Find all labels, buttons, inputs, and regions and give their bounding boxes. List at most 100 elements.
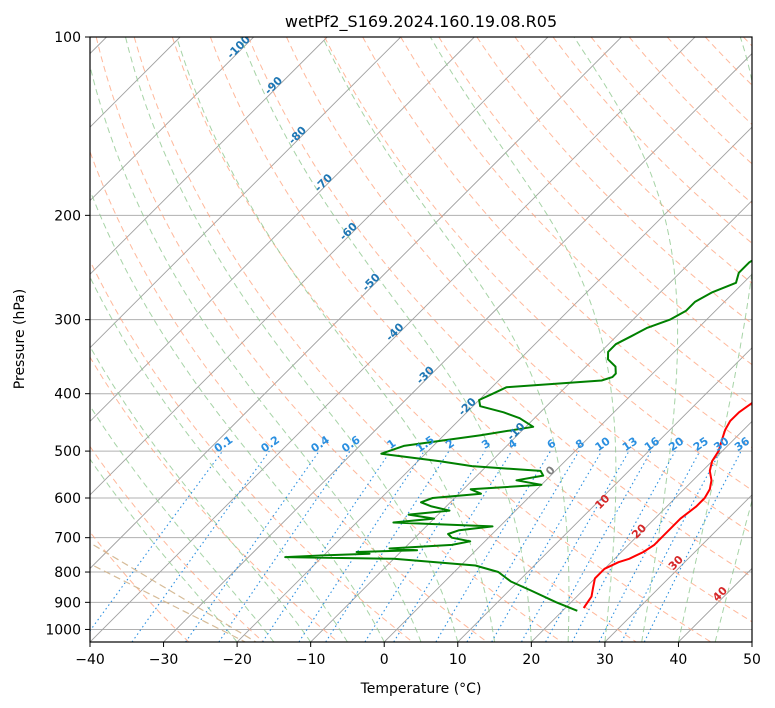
x-tick-label: 30	[596, 652, 614, 668]
moist-adiabat-line	[90, 458, 238, 642]
moist-adiabat-line	[125, 37, 459, 642]
dry-adiabat-line	[247, 37, 752, 578]
dry-adiabat-line	[209, 37, 752, 623]
dry-adiabat-line	[590, 37, 752, 204]
isotherm-label: -90	[262, 74, 285, 97]
y-tick-label: 900	[54, 595, 81, 611]
dry-adiabat-line	[743, 37, 752, 47]
y-tick-label: 100	[54, 30, 81, 46]
dry-adiabat-line	[95, 37, 562, 642]
dry-adiabat-line	[90, 445, 264, 642]
isotherm-line	[90, 37, 402, 349]
y-tick-label: 300	[54, 313, 81, 329]
adiabat-label: 10	[592, 492, 612, 512]
mixing-ratio-line	[643, 450, 742, 642]
mixing-ratio-line	[466, 450, 580, 642]
moist-adiabat-line	[573, 37, 679, 642]
reference-curve	[90, 542, 257, 642]
moist-adiabat-line	[90, 405, 275, 642]
isotherm-line	[383, 273, 752, 642]
dry-adiabat-line	[362, 37, 752, 449]
mixing-ratio-label: 0.6	[339, 433, 363, 455]
mixing-ratio-line	[131, 450, 270, 642]
plot-frame	[89, 36, 753, 643]
y-tick-label: 1000	[45, 622, 81, 638]
mixing-ratio-line	[325, 450, 450, 642]
moist-adiabat-line	[322, 37, 570, 642]
dry-adiabat-line	[400, 37, 752, 407]
axis-ticks: −40 −30 −20 −10 0 10 20 30 40 5010020030040050060…	[45, 30, 761, 668]
moist-adiabat-line	[90, 275, 348, 642]
isotherm-label: -60	[337, 220, 360, 243]
x-tick-label: 20	[522, 652, 540, 668]
chart-title: wetPf2_S169.2024.160.19.08.R05	[285, 12, 557, 32]
isotherm-line	[90, 37, 475, 422]
moist-adiabat-line	[90, 345, 312, 642]
mixing-ratio-label: 1.5	[414, 433, 437, 455]
x-tick-label: −30	[149, 652, 179, 668]
y-tick-label: 600	[54, 491, 81, 507]
x-tick-label: 10	[449, 652, 467, 668]
mixing-ratio-line	[218, 450, 351, 642]
x-tick-label: 0	[380, 652, 389, 668]
isotherm-line	[531, 420, 752, 642]
isotherm-line	[90, 37, 549, 496]
dry-adiabat-line	[133, 37, 637, 642]
mixing-ratio-label: 0.4	[308, 433, 332, 455]
moist-adiabat-line	[714, 498, 752, 642]
dry-adiabat-line	[628, 37, 752, 165]
x-axis-label: Temperature (°C)	[360, 681, 482, 697]
x-tick-label: 40	[670, 652, 688, 668]
mixing-ratio-line	[298, 450, 425, 642]
moist-adiabat-line	[90, 188, 385, 642]
moist-adiabat-line	[90, 64, 422, 642]
temperature-profile-line	[582, 401, 752, 609]
x-tick-label: −20	[222, 652, 252, 668]
isotherm-line	[604, 494, 752, 642]
mixing-ratio-line	[364, 450, 486, 642]
mixing-ratio-label: 3	[479, 437, 493, 452]
dry-adiabat-line	[171, 37, 712, 642]
x-tick-label: −40	[75, 652, 105, 668]
dry-adiabat-line	[90, 259, 413, 642]
moist-adiabat-line	[176, 37, 496, 642]
isotherm-label: -20	[456, 395, 479, 418]
mixing-ratio-line	[90, 450, 223, 632]
mixing-ratio-line	[571, 450, 676, 642]
mixing-ratio-label: 6	[545, 437, 559, 452]
y-tick-label: 400	[54, 387, 81, 403]
y-tick-label: 700	[54, 531, 81, 547]
dry-adiabat-line	[90, 150, 488, 642]
plot-area: -100-90-80-70-60-50-40-30-20-1000.1 0.2 0.…	[90, 37, 752, 642]
isotherm-line	[90, 37, 328, 275]
isotherm-label: -40	[383, 320, 406, 343]
x-tick-label: −10	[296, 652, 326, 668]
adiabat-label: 30	[666, 553, 686, 573]
dry-adiabat-line	[90, 531, 190, 642]
adiabat-label: 40	[710, 584, 730, 604]
adiabat-label: 20	[629, 521, 649, 541]
mixing-ratio-label: 0.2	[259, 433, 282, 455]
isotherm-line	[163, 52, 752, 642]
isotherm-label: -50	[360, 270, 383, 293]
x-tick-label: 50	[743, 652, 761, 668]
isotherm-line	[751, 641, 752, 642]
isotherm-line	[90, 37, 254, 202]
dry-adiabat-line	[438, 37, 752, 366]
dry-adiabat-line	[704, 37, 752, 86]
mixing-ratio-label: 8	[573, 437, 587, 452]
y-tick-label: 800	[54, 565, 81, 581]
isotherm-line	[678, 567, 752, 642]
y-tick-label: 200	[54, 208, 81, 224]
isotherm-line	[236, 126, 752, 642]
mixing-ratio-line	[393, 450, 513, 642]
isotherm-label: -30	[414, 363, 437, 386]
reference-curve	[90, 563, 246, 642]
mixing-ratio-line	[598, 450, 701, 642]
y-axis-label: Pressure (hPa)	[12, 289, 28, 389]
moist-adiabat-line	[240, 37, 532, 642]
isotherm-line	[90, 37, 622, 570]
y-tick-label: 500	[54, 444, 81, 460]
moist-adiabat-line	[677, 37, 752, 642]
